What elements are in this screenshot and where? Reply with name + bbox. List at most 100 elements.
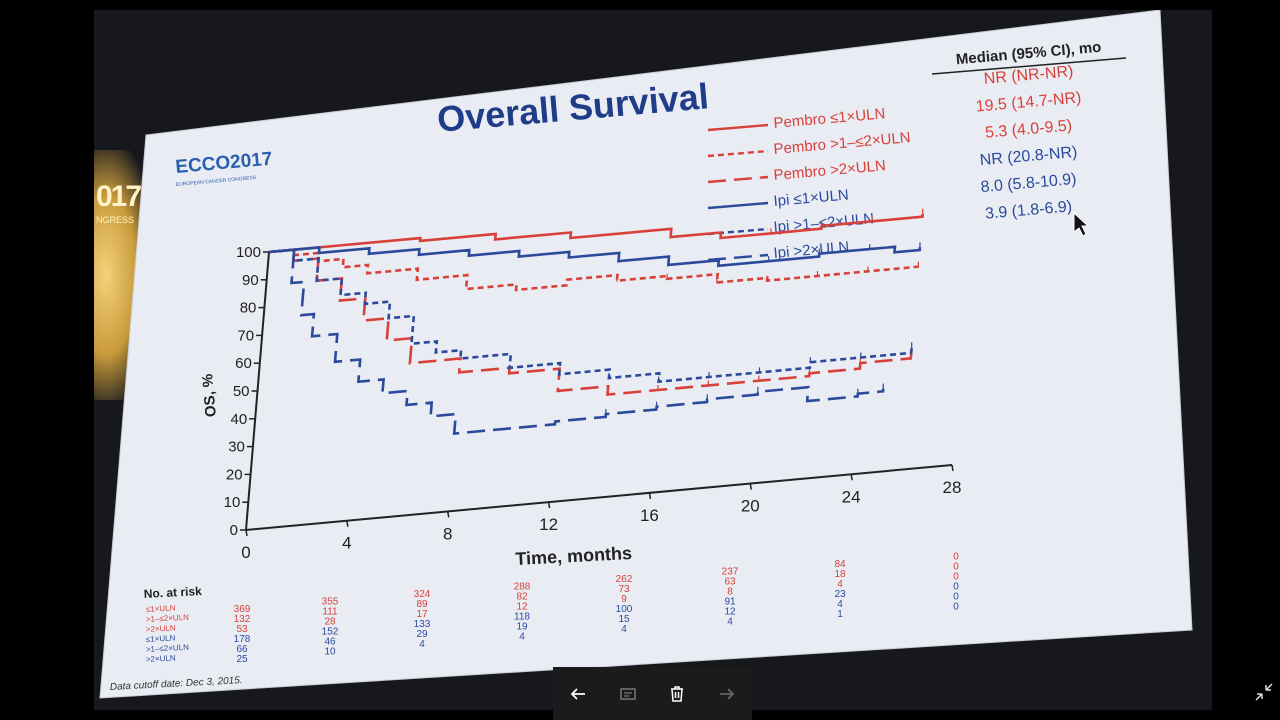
at-risk-value: 100 <box>616 604 633 615</box>
x-tick-label: 12 <box>539 515 558 534</box>
at-risk-value: 0 <box>953 582 959 593</box>
at-risk-value: 237 <box>722 567 739 578</box>
at-risk-row-label: ≤1×ULN <box>146 603 176 614</box>
at-risk-value: 4 <box>519 632 525 643</box>
mouse-cursor-icon <box>1073 211 1090 237</box>
at-risk-value: 15 <box>618 614 630 625</box>
at-risk-value: 1 <box>837 609 843 620</box>
x-tick <box>245 529 248 537</box>
y-tick-label: 30 <box>228 439 245 456</box>
at-risk-header: No. at risk <box>143 584 202 601</box>
at-risk-value: 0 <box>953 552 959 563</box>
x-tick-label: 16 <box>640 506 659 525</box>
x-tick <box>648 492 652 499</box>
at-risk-value: 91 <box>724 597 736 608</box>
at-risk-value: 8 <box>727 587 733 598</box>
at-risk-value: 10 <box>324 647 336 658</box>
x-tick-label: 28 <box>943 478 962 497</box>
survival-curve-series <box>268 248 913 384</box>
forward-arrow-icon[interactable] <box>707 674 747 714</box>
legend-label: Ipi ≤1×ULN <box>773 186 850 210</box>
y-tick-label: 10 <box>224 494 241 511</box>
at-risk-value: 324 <box>414 589 431 600</box>
at-risk-value: 133 <box>414 619 431 630</box>
x-tick <box>850 474 853 481</box>
at-risk-value: 4 <box>837 599 843 610</box>
y-tick-label: 70 <box>237 327 254 344</box>
at-risk-value: 46 <box>324 637 336 648</box>
y-tick-label: 40 <box>231 411 248 428</box>
at-risk-row-label: >1–≤2×ULN <box>146 643 190 654</box>
at-risk-value: 89 <box>416 599 428 610</box>
x-tick <box>951 464 954 472</box>
slide-canvas: Overall Survival ECCO2017 EUROPEAN CANCE… <box>99 10 1193 699</box>
delete-trash-icon[interactable] <box>657 674 697 714</box>
at-risk-value: 28 <box>324 617 336 628</box>
back-arrow-icon[interactable] <box>558 674 598 714</box>
y-tick-label: 90 <box>242 272 259 289</box>
at-risk-value: 0 <box>953 562 959 573</box>
at-risk-value: 82 <box>516 592 528 603</box>
at-risk-value: 178 <box>234 634 251 645</box>
legend-swatch <box>707 175 769 184</box>
at-risk-value: 111 <box>322 607 338 618</box>
at-risk-value: 0 <box>953 592 959 603</box>
at-risk-value: 23 <box>834 589 846 600</box>
background-screen-subtext: NGRESS <box>96 215 135 225</box>
at-risk-row-label: >2×ULN <box>146 653 176 664</box>
x-tick-label: 0 <box>241 543 250 562</box>
caption-icon[interactable] <box>608 674 648 714</box>
at-risk-value: 369 <box>234 604 251 615</box>
legend-swatch <box>707 149 769 158</box>
legend-swatch <box>707 201 769 210</box>
legend-swatch <box>707 123 769 132</box>
legend-label: Ipi >2×ULN <box>773 238 850 262</box>
background-screen-text: 017 <box>96 180 142 213</box>
at-risk-value: 53 <box>236 624 248 635</box>
at-risk-value: 29 <box>416 629 428 640</box>
x-tick <box>749 483 753 490</box>
x-tick-label: 4 <box>342 534 351 553</box>
y-tick-label: 80 <box>240 300 257 317</box>
x-tick <box>547 502 551 509</box>
y-tick-label: 20 <box>226 466 243 483</box>
x-tick <box>446 511 450 518</box>
at-risk-row-label: >2×ULN <box>146 623 176 634</box>
at-risk-value: 84 <box>834 559 846 570</box>
at-risk-value: 63 <box>724 577 736 588</box>
at-risk-value: 73 <box>618 584 630 595</box>
at-risk-value: 25 <box>236 654 248 665</box>
at-risk-value: 4 <box>727 617 733 628</box>
at-risk-row-label: ≤1×ULN <box>146 633 176 644</box>
at-risk-value: 12 <box>724 607 736 618</box>
at-risk-value: 4 <box>419 639 425 650</box>
x-tick-label: 8 <box>443 524 452 543</box>
at-risk-row-label: >1–≤2×ULN <box>146 613 190 624</box>
at-risk-value: 9 <box>621 594 627 605</box>
at-risk-value: 118 <box>514 612 530 623</box>
y-tick-label: 50 <box>233 383 250 400</box>
x-tick <box>346 520 349 527</box>
y-axis-label: OS, % <box>199 373 220 418</box>
slide-photo: 017 NGRESS Overall Survival ECCO2017 EUR… <box>94 10 1212 710</box>
at-risk-value: 17 <box>416 609 428 620</box>
at-risk-value: 0 <box>953 572 959 583</box>
exit-fullscreen-icon[interactable] <box>1252 680 1276 704</box>
x-tick-label: 20 <box>741 497 760 516</box>
at-risk-value: 0 <box>953 602 959 613</box>
at-risk-value: 355 <box>322 597 339 608</box>
at-risk-value: 132 <box>234 614 251 625</box>
survival-curve-series <box>268 248 885 436</box>
y-tick-label: 60 <box>235 355 252 372</box>
at-risk-value: 66 <box>236 644 248 655</box>
slide-surface <box>100 10 1192 698</box>
at-risk-value: 12 <box>516 602 528 613</box>
at-risk-value: 262 <box>616 574 633 585</box>
survival-curve-series <box>268 245 922 268</box>
at-risk-value: 19 <box>516 622 528 633</box>
at-risk-value: 152 <box>322 627 339 638</box>
at-risk-value: 4 <box>837 579 843 590</box>
at-risk-value: 288 <box>514 582 531 593</box>
